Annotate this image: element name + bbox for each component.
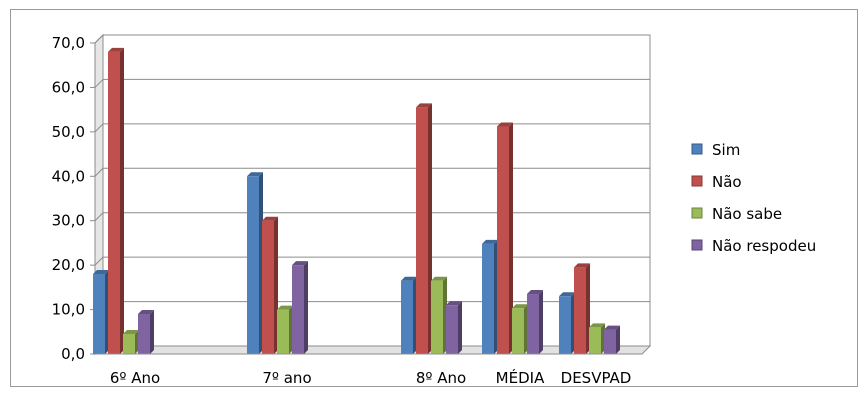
bar-top: [292, 261, 308, 266]
y-tick-label: 0,0: [61, 345, 85, 363]
legend-swatch: [691, 207, 703, 219]
y-tick-label: 50,0: [52, 123, 85, 141]
bar-front: [292, 265, 304, 354]
bar-top: [108, 47, 124, 52]
bar-side: [150, 310, 154, 354]
bar-top: [512, 304, 528, 309]
bar: [93, 270, 109, 354]
legend-label: Não respodeu: [712, 237, 816, 255]
bar: [108, 47, 124, 355]
legend: Sim Não Não sabe Não respodeu: [691, 141, 816, 255]
bar: [574, 263, 590, 354]
bar-side: [509, 122, 513, 354]
bar-top: [604, 325, 620, 330]
bar-front: [416, 107, 428, 355]
bar-front: [574, 267, 586, 354]
bar: [292, 261, 308, 354]
bars: [93, 47, 620, 355]
bar-front: [401, 280, 413, 354]
bar-front: [559, 296, 571, 354]
y-axis: 0,0 10,0 20,0 30,0 40,0 50,0 60,0 70,0: [52, 34, 96, 363]
x-tick-label: 7º ano: [262, 369, 311, 387]
y-tick-label: 10,0: [52, 301, 85, 319]
bar-side: [539, 290, 543, 354]
bar-top: [589, 323, 605, 328]
bar: [262, 216, 278, 354]
bar-top: [431, 276, 447, 281]
bar: [604, 325, 620, 354]
bar: [431, 276, 447, 354]
bar: [512, 304, 528, 354]
x-tick-label: 6º Ano: [110, 369, 160, 387]
legend-swatch: [691, 175, 703, 187]
bar-front: [604, 329, 616, 354]
bar-front: [446, 305, 458, 354]
bar: [497, 122, 513, 354]
y-tick-label: 40,0: [52, 167, 85, 185]
bar-top: [123, 330, 139, 335]
bar: [138, 310, 154, 354]
bar: [416, 103, 432, 355]
bar: [589, 323, 605, 354]
x-tick-label: MÉDIA: [496, 368, 545, 387]
bar-side: [616, 325, 620, 354]
x-axis: 6º Ano 7º ano 8º Ano MÉDIA DESVPAD: [95, 353, 642, 387]
bar-top: [527, 290, 543, 295]
bar-front: [93, 274, 105, 354]
bar-top: [138, 310, 154, 315]
y-tick-label: 30,0: [52, 212, 85, 230]
bar: [123, 330, 139, 354]
bar-top: [277, 305, 293, 310]
gridline-side: [94, 123, 104, 133]
bar-front: [512, 308, 524, 354]
legend-label: Não sabe: [712, 205, 782, 223]
bar-top: [401, 276, 417, 281]
legend-swatch: [691, 239, 703, 251]
bar-front: [108, 51, 120, 355]
bar-front: [527, 294, 539, 354]
y-tick-label: 70,0: [52, 34, 85, 52]
gridline-side: [94, 34, 104, 44]
gridline-side: [94, 167, 104, 177]
bar-front: [589, 327, 601, 354]
bar-front: [497, 126, 509, 354]
x-tick-label: 8º Ano: [416, 369, 466, 387]
bar: [482, 239, 498, 354]
bar-side: [120, 47, 124, 355]
y-tick-label: 20,0: [52, 256, 85, 274]
gridline-side: [94, 212, 104, 222]
bar-top: [559, 292, 575, 297]
bar-top: [93, 270, 109, 275]
bar-side: [458, 301, 462, 354]
bar-top: [446, 301, 462, 306]
x-tick-label: DESVPAD: [561, 369, 632, 387]
bar: [527, 290, 543, 354]
legend-swatch: [691, 143, 703, 155]
bar-front: [138, 314, 150, 354]
gridline-side: [94, 79, 104, 88]
bar-side: [304, 261, 308, 354]
bar-front: [277, 309, 289, 354]
bar-top: [262, 216, 278, 221]
legend-label: Sim: [712, 141, 740, 159]
bar-front: [123, 334, 135, 354]
bar-top: [416, 103, 432, 108]
bar-top: [247, 172, 263, 177]
bar-front: [247, 176, 259, 354]
bar-front: [262, 220, 274, 354]
y-tick-label: 60,0: [52, 78, 85, 96]
gridline-side: [94, 256, 104, 266]
bar-front: [431, 280, 443, 354]
legend-label: Não: [712, 173, 742, 191]
bar: [401, 276, 417, 354]
bar-top: [497, 122, 513, 127]
bar-top: [574, 263, 590, 268]
bar-front: [482, 243, 494, 354]
bar-top: [482, 239, 498, 244]
bar: [446, 301, 462, 354]
bar: [277, 305, 293, 354]
bar: [247, 172, 263, 354]
bar: [559, 292, 575, 354]
